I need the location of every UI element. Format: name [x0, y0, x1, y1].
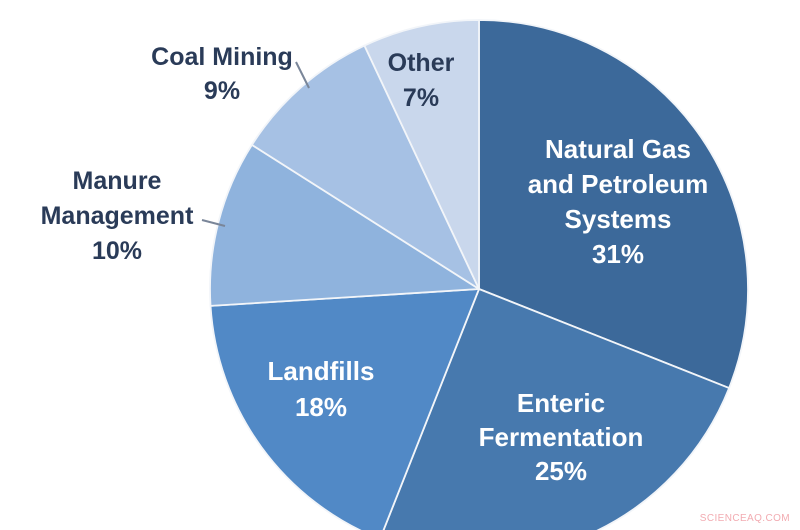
- leader-line-manure-management: [201, 219, 226, 227]
- pie-slice-landfills: [209, 288, 480, 530]
- pie-slice-manure-management: [209, 143, 480, 307]
- watermark: SCIENCEAQ.COM: [699, 513, 790, 524]
- pie-slices-group: [209, 19, 749, 530]
- leader-line-coal-mining: [295, 61, 310, 89]
- pie-slice-natural-gas-and-petroleum-systems: [478, 19, 749, 389]
- pie-slice-coal-mining: [250, 44, 480, 290]
- pie-slice-enteric-fermentation: [382, 288, 731, 530]
- pie-slice-other: [363, 19, 480, 290]
- leader-lines-group: [201, 61, 310, 227]
